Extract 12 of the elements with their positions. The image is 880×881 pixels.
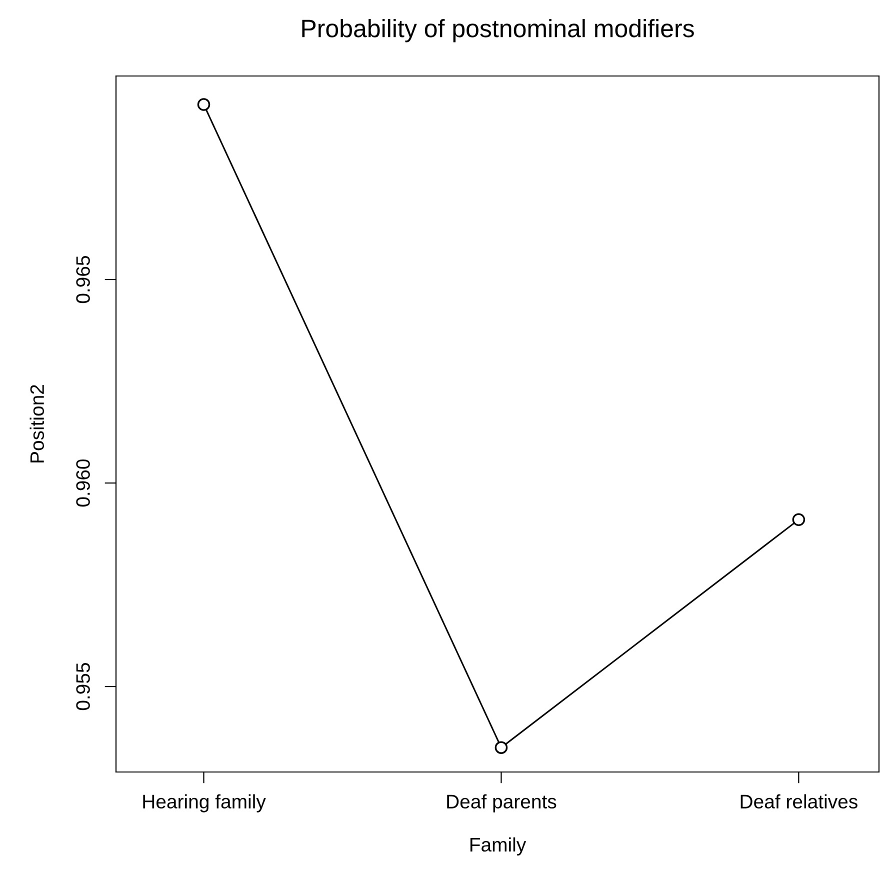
y-axis-title: Position2 [30,384,44,462]
x-tick-label: Deaf relatives [740,794,858,809]
point [792,513,806,526]
y-tick-label: 0.965 [76,256,90,304]
y-tick-label: 0.955 [76,663,90,710]
y-tick-label: 0.960 [76,459,90,507]
point [197,98,210,111]
x-tick-label: Hearing family [143,794,266,812]
x-tick-label: Deaf parents [447,794,556,812]
chart-title: Probability of postnominal modifiers [302,18,694,42]
x-axis-title: Family [470,837,526,856]
point [494,741,508,754]
